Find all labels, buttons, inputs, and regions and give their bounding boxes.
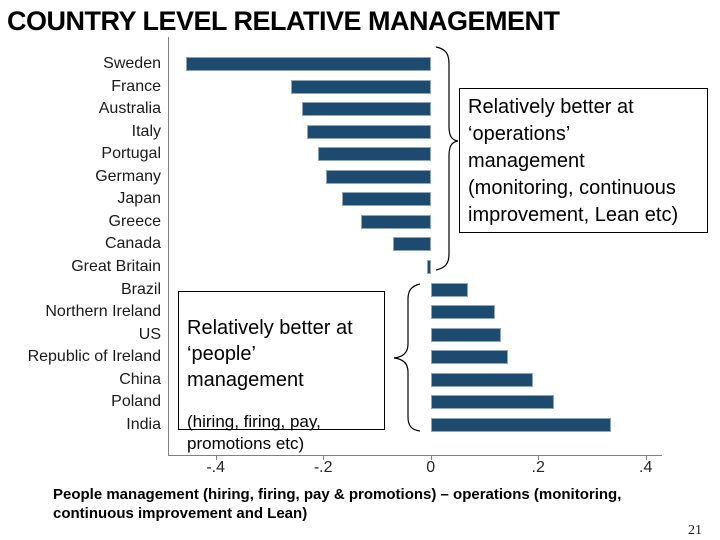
y-axis-line: [168, 37, 169, 455]
bar-france: [290, 79, 431, 94]
bar-australia: [301, 102, 431, 117]
y-axis-label-great-britain: Great Britain: [71, 257, 161, 275]
x-axis-tick--.2: [323, 455, 325, 460]
bar-japan: [342, 192, 431, 207]
y-axis-label-france: France: [111, 77, 161, 95]
slide-title: COUNTRY LEVEL RELATIVE MANAGEMENT: [7, 6, 560, 36]
bar-india: [430, 417, 611, 432]
y-axis-label-japan: Japan: [117, 190, 161, 208]
x-axis-tick-.4: [645, 455, 647, 460]
bar-italy: [307, 124, 431, 139]
x-axis-tick-0: [430, 455, 432, 460]
bar-china: [430, 372, 533, 387]
slide-caption: People management (hiring, firing, pay &…: [53, 486, 622, 522]
page-number: 21: [688, 523, 702, 538]
y-axis-label-brazil: Brazil: [120, 280, 161, 298]
x-axis-tick-label-0: 0: [426, 459, 436, 476]
bar-portugal: [317, 147, 431, 162]
people-callout-box: Relatively better at ‘people’ management…: [178, 291, 385, 453]
x-axis-tick-label--.4: -.4: [206, 459, 226, 476]
x-axis-tick-label--.2: -.2: [313, 459, 333, 476]
y-axis-label-northern-ireland: Northern Ireland: [45, 303, 161, 321]
bar-canada: [393, 237, 431, 252]
y-axis-label-poland: Poland: [111, 393, 161, 411]
bar-poland: [430, 395, 555, 410]
operations-callout-box: Relatively better at ‘operations’ manage…: [459, 88, 708, 233]
people-callout-sub-text: (hiring, firing, pay, promotions etc): [187, 412, 321, 453]
y-axis-label-greece: Greece: [108, 212, 161, 230]
y-axis-label-republic-of-ireland: Republic of Ireland: [27, 348, 161, 366]
y-axis-label-china: China: [119, 370, 161, 388]
x-axis-line: [168, 455, 662, 456]
bar-brazil: [430, 282, 469, 297]
x-axis-tick-.2: [538, 455, 540, 460]
x-axis-tick-label-.2: .2: [531, 459, 545, 476]
y-axis-label-us: US: [138, 325, 161, 343]
y-axis-label-germany: Germany: [95, 167, 161, 185]
y-axis-label-canada: Canada: [104, 235, 161, 253]
x-axis-tick--.4: [215, 455, 217, 460]
y-axis-label-australia: Australia: [98, 100, 161, 118]
bar-great-britain: [426, 259, 431, 274]
y-axis-label-india: India: [126, 415, 161, 433]
bar-greece: [360, 214, 431, 229]
y-axis-label-portugal: Portugal: [101, 145, 161, 163]
bar-republic-of-ireland: [430, 350, 508, 365]
bar-sweden: [186, 57, 431, 71]
x-axis-tick-label-.4: .4: [639, 459, 653, 476]
y-axis-label-sweden: Sweden: [103, 55, 161, 72]
bar-us: [430, 327, 501, 342]
bar-northern-ireland: [430, 305, 496, 320]
y-axis-label-italy: Italy: [131, 122, 161, 140]
people-callout-main-text: Relatively better at ‘people’ management: [187, 317, 353, 391]
bar-germany: [325, 169, 431, 184]
